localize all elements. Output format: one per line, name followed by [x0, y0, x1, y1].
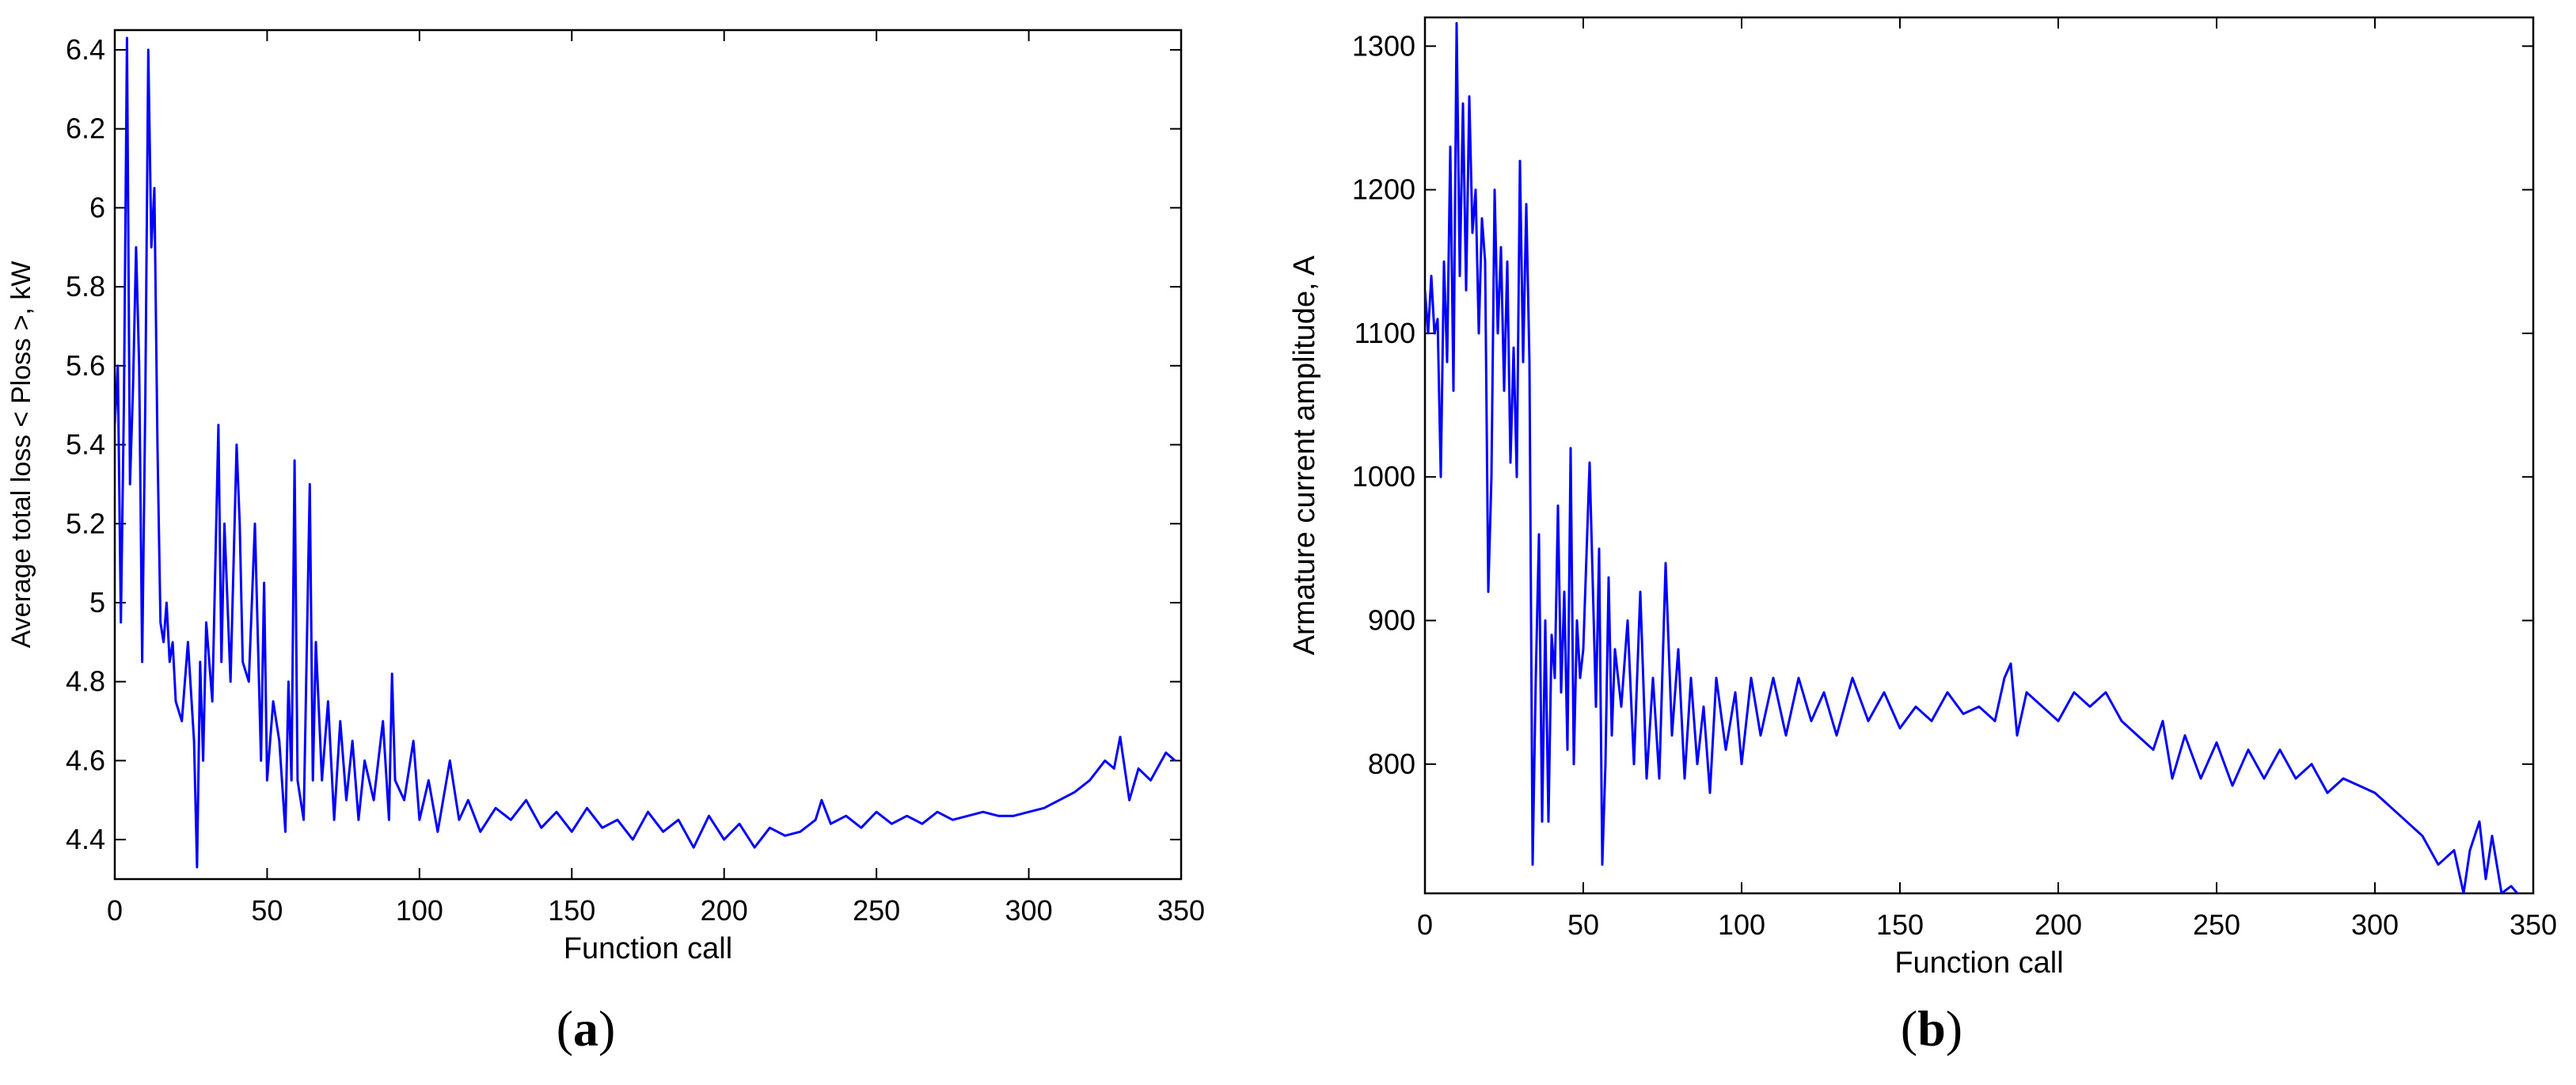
panel-letter-a: a — [573, 1000, 598, 1056]
chart-a: 0 50 100 150 200 250 300 350 4.4 4.6 4.8 5 5.2 5.4 5.6… — [6, 29, 1205, 965]
y-axis-label: Armature current amplitude, A — [1288, 255, 1321, 655]
panel-label-b: (b) — [1900, 1000, 1963, 1056]
y-tick-label: 1200 — [1352, 173, 1415, 206]
x-tick-label: 200 — [701, 894, 748, 927]
y-tick-label: 6.4 — [66, 33, 105, 66]
x-tick-label: 250 — [853, 894, 900, 927]
y-tick-label: 900 — [1368, 604, 1415, 637]
y-tick-label: 5.8 — [66, 270, 105, 303]
y-tick-label: 800 — [1368, 748, 1415, 780]
x-tick-label: 200 — [2035, 908, 2082, 941]
y-tick-label: 5.2 — [66, 507, 105, 539]
y-tick-label: 1300 — [1352, 29, 1415, 62]
y-tick-label: 4.8 — [66, 665, 105, 698]
x-tick-label: 100 — [396, 894, 443, 927]
x-tick-label: 150 — [548, 894, 595, 927]
series-line-b — [1425, 21, 2519, 893]
plot-frame-a — [113, 29, 1183, 881]
x-tick-label: 300 — [2351, 908, 2399, 941]
x-tick-label: 50 — [1567, 908, 1599, 941]
x-tick-label: 150 — [1876, 908, 1924, 941]
chart-b: 0 50 100 150 200 250 300 350 800 900 1000 1100 1200 1… — [1288, 16, 2557, 980]
y-tick-label: 6.2 — [66, 112, 105, 145]
y-tick-label: 4.4 — [66, 823, 105, 855]
x-tick-label: 350 — [2510, 908, 2557, 941]
series-line-a — [115, 36, 1176, 869]
x-tick-label: 50 — [251, 894, 283, 927]
x-tick-label: 250 — [2193, 908, 2240, 941]
x-tick-label: 0 — [1417, 908, 1433, 941]
panel-label-a: (a) — [556, 1000, 616, 1056]
y-tick-label: 5 — [89, 586, 105, 619]
x-tick-label: 0 — [107, 894, 123, 927]
panel-letter-b: b — [1917, 1000, 1946, 1056]
y-tick-label: 5.6 — [66, 349, 105, 382]
y-tick-label: 4.6 — [66, 744, 105, 776]
x-axis-label: Function call — [564, 932, 732, 965]
x-tick-label: 100 — [1718, 908, 1765, 941]
y-axis-label: Average total loss < Ploss >, kW — [6, 261, 36, 649]
y-tick-label: 6 — [89, 191, 105, 223]
x-axis-label: Function call — [1894, 946, 2063, 980]
plot-frame-b — [1423, 16, 2535, 895]
y-tick-label: 1100 — [1354, 317, 1415, 349]
y-tick-label: 1000 — [1352, 460, 1415, 493]
x-tick-label: 350 — [1157, 894, 1205, 927]
y-tick-label: 5.4 — [66, 428, 105, 461]
x-tick-label: 300 — [1005, 894, 1053, 927]
